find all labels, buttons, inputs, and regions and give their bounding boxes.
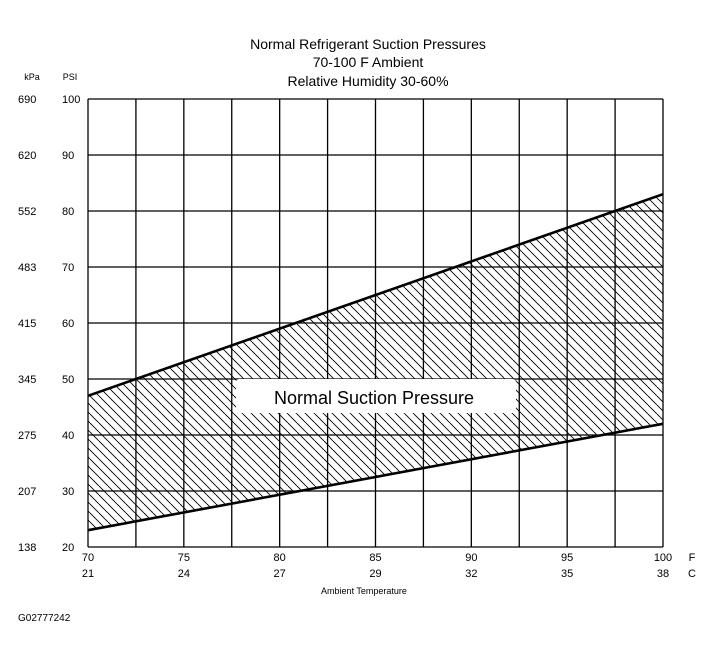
y-axis-tick-labels: 20 138 30 207 40 275 50 345 60 415 70 483 80 552 90 620… (18, 94, 80, 554)
y-unit-psi: PSI (63, 72, 78, 82)
x-axis-tick-labels: 70 21 75 24 80 27 85 29 90 32 95 35 100 38 (82, 552, 672, 580)
x-tick-f-90: 90 (465, 552, 477, 564)
y-tick-psi-90: 90 (62, 150, 74, 162)
x-axis-label: Ambient Temperature (321, 586, 407, 596)
x-tick-f-100: 100 (654, 552, 672, 564)
y-tick-kpa-415: 415 (18, 318, 36, 330)
upper-limit-line (87, 192, 664, 398)
y-tick-psi-40: 40 (62, 430, 74, 442)
band-boundary-lines (87, 192, 664, 532)
band-label: Normal Suction Pressure (274, 388, 474, 408)
x-tick-c-27: 27 (274, 568, 286, 580)
y-tick-kpa-207: 207 (18, 486, 36, 498)
x-tick-f-80: 80 (274, 552, 286, 564)
lower-limit-line (87, 422, 664, 532)
horizontal-gridlines (88, 98, 663, 548)
x-tick-c-24: 24 (178, 568, 190, 580)
figure-id: G02777242 (18, 613, 71, 624)
y-unit-kpa: kPa (24, 72, 40, 82)
y-tick-kpa-620: 620 (18, 150, 36, 162)
x-unit-f: F (689, 552, 696, 564)
x-tick-f-95: 95 (561, 552, 573, 564)
y-tick-psi-80: 80 (62, 206, 74, 218)
x-tick-c-32: 32 (465, 568, 477, 580)
y-tick-kpa-552: 552 (18, 206, 36, 218)
chart-title-line-2: 70-100 F Ambient (313, 54, 424, 70)
x-tick-f-70: 70 (82, 552, 94, 564)
y-tick-kpa-138: 138 (18, 542, 36, 554)
x-tick-c-21: 21 (82, 568, 94, 580)
band-label-background (236, 379, 516, 413)
y-tick-psi-30: 30 (62, 486, 74, 498)
chart-title-line-1: Normal Refrigerant Suction Pressures (250, 36, 486, 52)
y-tick-kpa-483: 483 (18, 262, 36, 274)
y-tick-kpa-345: 345 (18, 374, 36, 386)
y-tick-psi-70: 70 (62, 262, 74, 274)
y-tick-psi-60: 60 (62, 318, 74, 330)
x-tick-f-75: 75 (178, 552, 190, 564)
y-tick-kpa-690: 690 (18, 94, 36, 106)
y-tick-psi-100: 100 (62, 94, 80, 106)
x-unit-c: C (688, 568, 696, 580)
y-tick-psi-20: 20 (62, 542, 74, 554)
x-tick-c-29: 29 (369, 568, 381, 580)
x-tick-c-38: 38 (657, 568, 669, 580)
chart-title-line-3: Relative Humidity 30-60% (287, 73, 448, 89)
x-tick-f-85: 85 (369, 552, 381, 564)
x-tick-c-35: 35 (561, 568, 573, 580)
y-tick-psi-50: 50 (62, 374, 74, 386)
y-tick-kpa-275: 275 (18, 430, 36, 442)
